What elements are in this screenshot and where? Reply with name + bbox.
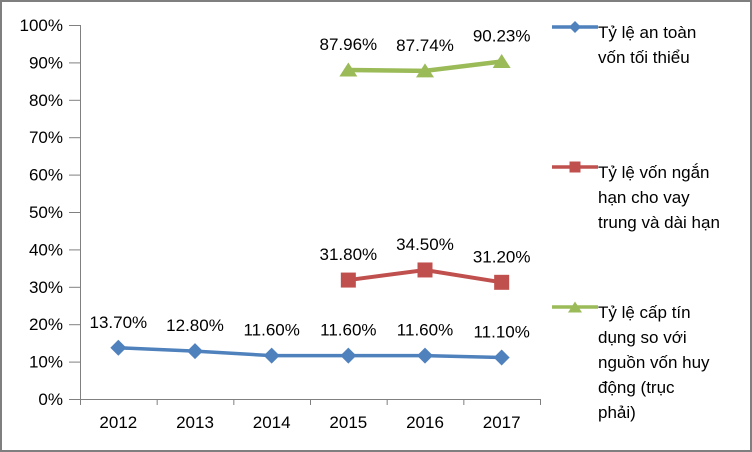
data-point-label: 13.70% [89, 313, 147, 332]
diamond-marker-icon [187, 343, 203, 360]
x-axis-category-label: 2016 [406, 413, 444, 432]
diamond-marker-icon [493, 349, 510, 366]
x-axis-category-label: 2013 [176, 413, 214, 432]
data-point-label: 87.74% [396, 36, 454, 55]
y-axis-tick-label: 60% [29, 166, 63, 185]
y-axis-tick-label: 30% [29, 278, 63, 297]
square-marker-icon [494, 274, 510, 290]
x-axis-category-label: 2015 [329, 413, 367, 432]
data-point-label: 11.10% [473, 322, 529, 341]
y-axis-tick-label: 100% [20, 16, 63, 35]
triangle-marker-icon [416, 63, 434, 78]
triangle-marker-icon [492, 54, 511, 69]
data-point-label: 31.80% [319, 245, 377, 264]
y-axis-tick-label: 10% [29, 353, 63, 372]
y-axis-tick-label: 40% [29, 240, 63, 259]
y-axis-tick-label: 50% [29, 203, 63, 222]
diamond-marker-icon [417, 347, 433, 364]
data-point-label: 11.60% [243, 321, 299, 340]
y-axis-tick-label: 70% [29, 128, 63, 147]
data-point-label: 90.23% [473, 27, 531, 46]
data-point-label: 11.60% [397, 321, 453, 340]
data-point-label: 31.20% [473, 247, 531, 266]
diamond-marker-icon [263, 347, 280, 364]
series-line-0 [118, 346, 502, 360]
square-marker-icon [417, 262, 433, 278]
y-axis-tick-label: 0% [38, 390, 63, 409]
diamond-marker-icon [340, 347, 357, 364]
diamond-marker-icon [110, 339, 127, 356]
data-point-label: 11.60% [320, 321, 376, 340]
data-point-label: 34.50% [396, 235, 454, 254]
y-axis-tick-label: 80% [29, 91, 63, 110]
y-axis-tick-label: 90% [29, 53, 63, 72]
square-marker-icon [340, 272, 356, 288]
x-axis-category-label: 2012 [99, 413, 137, 432]
data-point-label: 87.96% [319, 35, 377, 54]
data-point-label: 12.80% [166, 316, 224, 335]
y-axis-tick-label: 20% [29, 315, 63, 334]
x-axis-category-label: 2017 [483, 413, 521, 432]
triangle-marker-icon [339, 62, 358, 77]
x-axis-category-label: 2014 [253, 413, 291, 432]
